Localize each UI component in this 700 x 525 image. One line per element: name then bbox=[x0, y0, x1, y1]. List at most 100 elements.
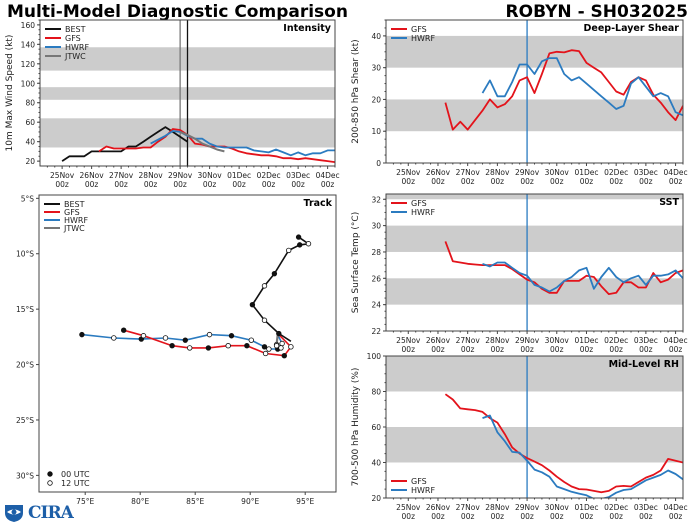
x-tick-label: 04Dec bbox=[316, 171, 340, 180]
y-tick-label: 60 bbox=[25, 118, 35, 127]
x-tick-label: 29Nov bbox=[168, 171, 193, 180]
x-tick-label: 80°E bbox=[131, 497, 149, 506]
chart-sst: 22242628303225Nov00z26Nov00z27Nov00z28No… bbox=[351, 193, 688, 354]
series-jtwc-line bbox=[179, 130, 225, 153]
track-point-12utc bbox=[278, 345, 284, 351]
x-tick-label: 01Dec bbox=[227, 171, 251, 180]
x-tick-label: 30Nov bbox=[198, 171, 223, 180]
track-point-12utc bbox=[162, 335, 169, 341]
x-tick-label: 00z bbox=[491, 345, 505, 354]
series-gfs-line bbox=[444, 393, 683, 494]
legend-label: GFS bbox=[411, 477, 427, 486]
x-tick-label: 00z bbox=[291, 180, 305, 189]
x-tick-label: 27Nov bbox=[456, 503, 481, 512]
band bbox=[386, 99, 683, 132]
y-tick-label: 120 bbox=[21, 60, 36, 69]
panel-title: Track bbox=[304, 198, 333, 209]
plot-frame bbox=[38, 194, 337, 493]
y-tick-label: 15°S bbox=[16, 305, 34, 314]
x-tick-label: 90°E bbox=[241, 497, 259, 506]
track-point-12utc bbox=[288, 344, 294, 350]
band bbox=[386, 194, 683, 200]
x-tick-label: 04Dec bbox=[664, 168, 688, 177]
track-point-12utc bbox=[305, 241, 312, 247]
x-tick-label: 00z bbox=[580, 512, 594, 521]
x-tick-label: 26Nov bbox=[426, 336, 451, 345]
chart-rh: 2040608010025Nov00z26Nov00z27Nov00z28Nov… bbox=[351, 352, 688, 521]
y-axis-label: Sea Surface Temp (°C) bbox=[351, 212, 361, 313]
band bbox=[386, 35, 683, 68]
legend-marker bbox=[47, 480, 53, 486]
track-point-00utc bbox=[244, 343, 250, 349]
x-tick-label: 00z bbox=[580, 177, 594, 186]
x-tick-label: 00z bbox=[232, 180, 246, 189]
y-tick-label: 30 bbox=[371, 222, 381, 231]
x-tick-label: 00z bbox=[520, 512, 534, 521]
x-tick-label: 29Nov bbox=[515, 168, 540, 177]
legend-label: 00 UTC bbox=[61, 470, 90, 479]
x-tick-label: 03Dec bbox=[634, 168, 658, 177]
track-point-12utc bbox=[111, 335, 117, 341]
storm-title: ROBYN - SH032025 bbox=[505, 2, 688, 22]
panel-title: Deep-Layer Shear bbox=[584, 23, 680, 34]
x-tick-label: 00z bbox=[609, 512, 623, 521]
x-tick-label: 00z bbox=[402, 345, 416, 354]
x-tick-label: 28Nov bbox=[139, 171, 164, 180]
legend-label: GFS bbox=[65, 34, 81, 43]
y-tick-label: 32 bbox=[371, 195, 381, 204]
legend-label: JTWC bbox=[63, 224, 85, 233]
band bbox=[386, 356, 683, 392]
series-hwrf-line bbox=[482, 414, 683, 498]
x-tick-label: 00z bbox=[550, 177, 564, 186]
x-tick-label: 01Dec bbox=[574, 168, 598, 177]
x-tick-label: 00z bbox=[609, 177, 623, 186]
x-tick-label: 27Nov bbox=[456, 336, 481, 345]
main-title: Multi-Model Diagnostic Comparison bbox=[7, 2, 348, 22]
x-tick-label: 00z bbox=[461, 177, 475, 186]
band bbox=[386, 225, 683, 252]
x-tick-label: 00z bbox=[639, 177, 653, 186]
legend-label: BEST bbox=[65, 25, 86, 34]
track-point-12utc bbox=[279, 340, 285, 347]
track-point-12utc bbox=[262, 350, 269, 357]
band bbox=[386, 427, 683, 463]
x-tick-label: 00z bbox=[550, 345, 564, 354]
cira-logo-text: CIRA bbox=[28, 503, 74, 523]
legend-marker bbox=[47, 471, 53, 477]
x-tick-label: 29Nov bbox=[515, 336, 540, 345]
chart-shear: 01020304025Nov00z26Nov00z27Nov00z28Nov00… bbox=[351, 19, 688, 186]
y-tick-label: 10°S bbox=[16, 250, 34, 259]
x-tick-label: 00z bbox=[491, 177, 505, 186]
y-tick-label: 40 bbox=[25, 138, 35, 147]
track-best-line bbox=[251, 236, 311, 342]
x-tick-label: 00z bbox=[461, 345, 475, 354]
x-tick-label: 00z bbox=[144, 180, 158, 189]
track-point-12utc bbox=[248, 337, 254, 343]
x-tick-label: 00z bbox=[431, 177, 445, 186]
track-point-00utc bbox=[261, 344, 268, 350]
y-tick-label: 0 bbox=[376, 159, 381, 168]
x-tick-label: 03Dec bbox=[634, 503, 658, 512]
series-hwrf-line bbox=[481, 57, 683, 117]
track-point-12utc bbox=[266, 346, 272, 352]
track-point-00utc bbox=[79, 331, 85, 338]
track-point-12utc bbox=[140, 333, 147, 339]
x-tick-label: 00z bbox=[402, 512, 416, 521]
track-point-12utc bbox=[261, 283, 268, 289]
y-tick-label: 100 bbox=[367, 352, 382, 361]
y-axis-label: 700-500 hPa Humidity (%) bbox=[351, 368, 361, 487]
series-hwrf-line bbox=[482, 261, 683, 293]
y-tick-label: 60 bbox=[371, 423, 381, 432]
x-tick-label: 00z bbox=[669, 512, 683, 521]
x-tick-label: 25Nov bbox=[396, 503, 421, 512]
panel-title: SST bbox=[659, 197, 679, 208]
x-tick-label: 26Nov bbox=[80, 171, 105, 180]
x-tick-label: 00z bbox=[669, 177, 683, 186]
series-gfs-line bbox=[444, 49, 683, 131]
y-tick-label: 20 bbox=[371, 494, 381, 503]
y-tick-label: 20°S bbox=[16, 361, 34, 370]
logo: CIRA bbox=[3, 503, 74, 523]
x-tick-label: 28Nov bbox=[485, 168, 510, 177]
y-tick-label: 80 bbox=[25, 99, 35, 108]
x-tick-label: 28Nov bbox=[485, 336, 510, 345]
